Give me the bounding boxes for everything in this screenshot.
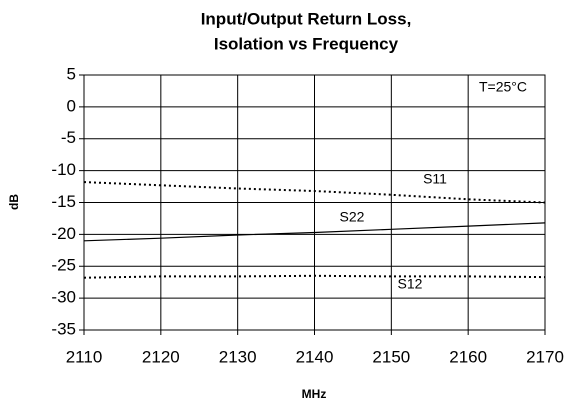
y-tick-label: -15 — [51, 192, 76, 211]
annotation: T=25°C — [479, 79, 527, 95]
x-tick-label: 2170 — [526, 347, 564, 366]
y-tick-label: 5 — [67, 64, 76, 83]
x-tick-label: 2120 — [142, 347, 180, 366]
y-axis-label: dB — [7, 194, 21, 210]
y-tick-label: -10 — [51, 160, 76, 179]
x-axis-label: MHz — [302, 387, 327, 401]
y-tick-label: -25 — [51, 256, 76, 275]
series-line — [83, 181, 546, 204]
y-tick-label: -30 — [51, 288, 76, 307]
series-label: S11 — [423, 171, 447, 187]
y-tick-label: -35 — [51, 319, 76, 338]
chart-title: Input/Output Return Loss, — [201, 9, 412, 28]
series-label: S12 — [398, 276, 423, 292]
x-tick-label: 2150 — [372, 347, 410, 366]
y-tick-label: -5 — [61, 128, 76, 147]
series-line — [83, 222, 546, 242]
x-tick-label: 2110 — [66, 347, 103, 366]
series-label: S22 — [340, 209, 365, 225]
y-tick-label: -20 — [51, 224, 76, 243]
x-tick-label: 2140 — [296, 347, 334, 366]
series-line — [83, 274, 546, 279]
y-tick-label: 0 — [67, 96, 76, 115]
x-tick-label: 2160 — [449, 347, 487, 366]
chart-title: Isolation vs Frequency — [214, 34, 399, 53]
x-tick-label: 2130 — [219, 347, 257, 366]
